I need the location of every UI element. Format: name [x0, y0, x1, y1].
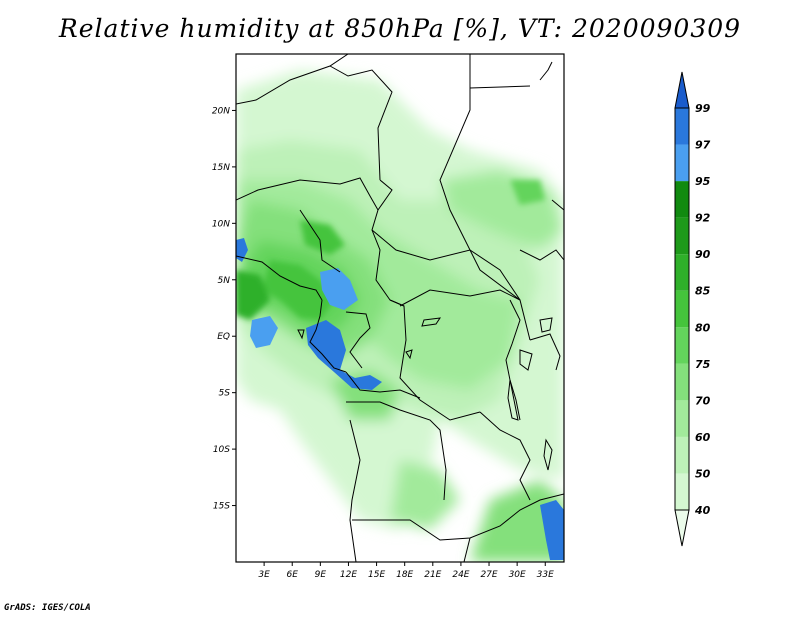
- colorbar-segment: [675, 363, 689, 401]
- colorbar-label: 60: [695, 431, 711, 444]
- lon-tick-label: 3E: [258, 570, 270, 580]
- saturated-patches: [236, 238, 564, 560]
- lon-tick-label: 21E: [424, 570, 441, 580]
- lon-tick-label: 15E: [368, 570, 385, 580]
- lat-tick-label: EQ: [217, 332, 230, 342]
- credit-text: GrADS: IGES/COLA: [4, 603, 91, 613]
- colorbar-segment: [675, 217, 689, 255]
- colorbar-label: 50: [695, 467, 711, 480]
- lat-tick-label: 15S: [213, 502, 230, 512]
- chart-title: Relative humidity at 850hPa [%], VT: 202…: [58, 14, 742, 43]
- lat-tick-label: 15N: [212, 163, 230, 173]
- colorbar-label: 92: [695, 212, 711, 225]
- colorbar-segment: [675, 254, 689, 291]
- lon-tick-label: 30E: [509, 570, 526, 580]
- colorbar-segment: [675, 108, 689, 145]
- country-borders: [236, 54, 564, 562]
- lat-tick-label: 20N: [212, 106, 230, 116]
- colorbar-max-arrow: [674, 71, 690, 109]
- lat-tick-label: 10S: [213, 445, 230, 455]
- colorbar-label: 70: [695, 394, 711, 407]
- colorbar-label: 90: [695, 248, 711, 261]
- lat-tick-label: 5N: [218, 276, 231, 286]
- colorbar-min-arrow: [674, 509, 690, 547]
- lon-tick-label: 24E: [452, 570, 469, 580]
- lat-tick-label: 5S: [219, 389, 231, 399]
- lat-tick-label: 10N: [212, 219, 230, 229]
- colorbar-segment: [675, 144, 689, 182]
- colorbar-label: 95: [695, 175, 711, 188]
- longitude-axis: 3E 6E 9E 12E 15E 18E 21E 24E 27E 30E 33E: [258, 562, 554, 580]
- colorbar-segment: [675, 400, 689, 437]
- colorbar: 40 50 60 70 75 80 85 90 92 95 97 99: [674, 71, 711, 547]
- lon-tick-label: 18E: [396, 570, 413, 580]
- lon-tick-label: 6E: [287, 570, 299, 580]
- colorbar-segment: [675, 181, 689, 218]
- colorbar-label: 97: [695, 139, 711, 152]
- lon-tick-label: 27E: [480, 570, 497, 580]
- colorbar-label: 99: [695, 102, 711, 115]
- colorbar-label: 40: [694, 504, 711, 517]
- lon-tick-label: 12E: [340, 570, 357, 580]
- colorbar-label: 85: [695, 285, 711, 298]
- colorbar-segment: [675, 290, 689, 328]
- colorbar-frame: [674, 107, 690, 511]
- lon-tick-label: 33E: [537, 570, 554, 580]
- colorbar-label: 80: [695, 321, 711, 334]
- humidity-field: [236, 54, 564, 562]
- colorbar-segment: [675, 473, 689, 510]
- map-frame: [235, 53, 565, 563]
- latitude-axis: 20N 15N 10N 5N EQ 5S 10S 15S: [212, 106, 236, 512]
- lakes: [297, 317, 553, 471]
- colorbar-segment: [675, 436, 689, 474]
- colorbar-segment: [675, 327, 689, 364]
- lon-tick-label: 9E: [315, 570, 327, 580]
- colorbar-label: 75: [695, 358, 711, 371]
